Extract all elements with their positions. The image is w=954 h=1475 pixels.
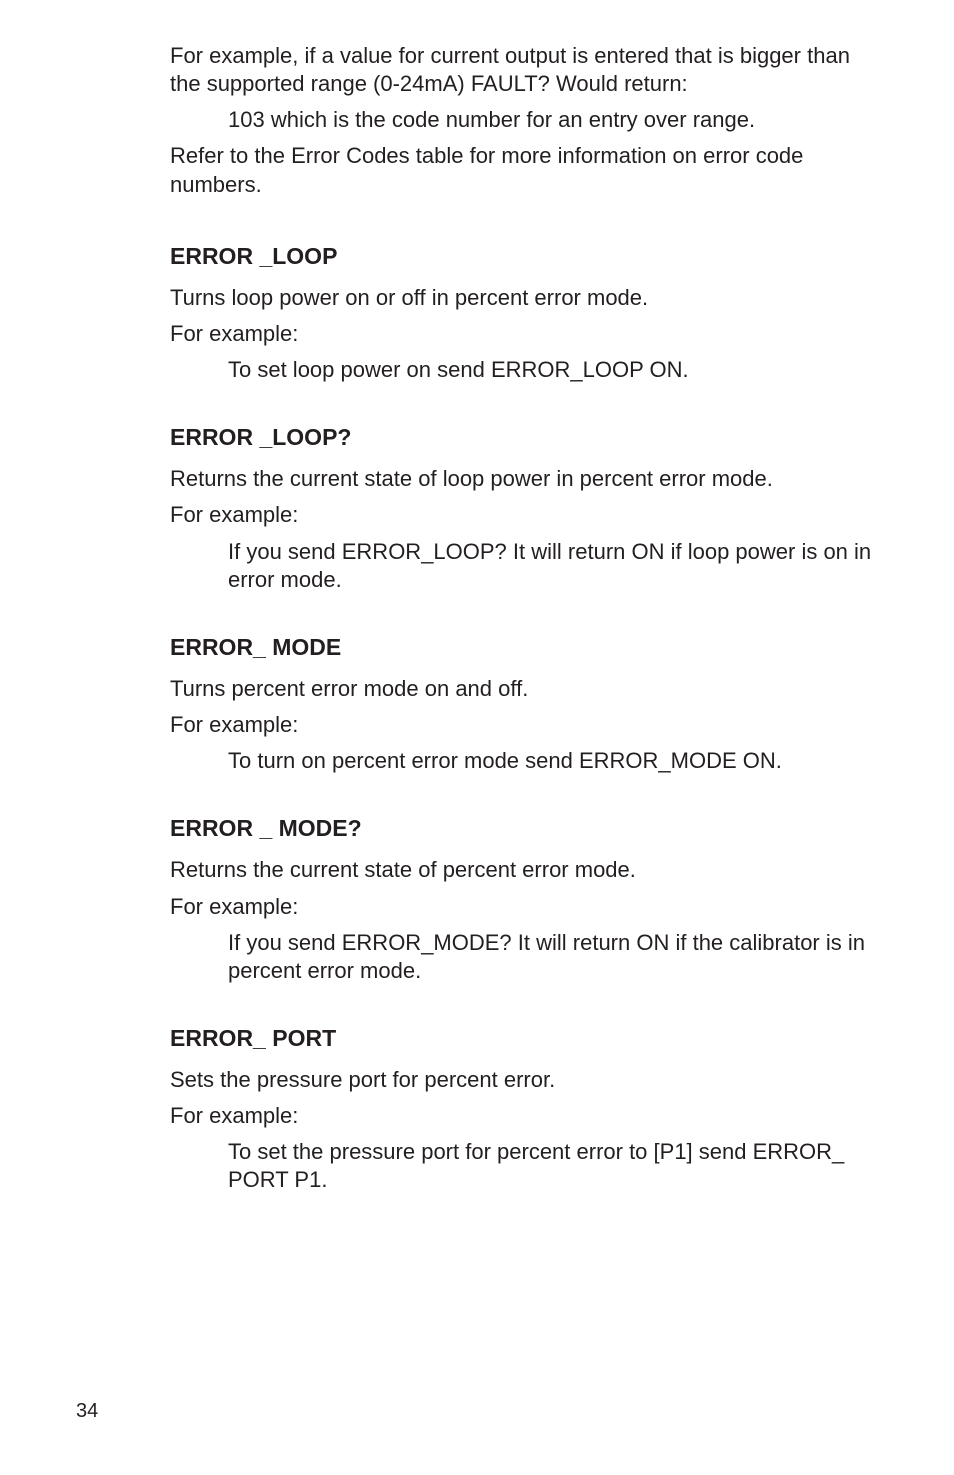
heading-error-mode-q: ERROR _ MODE? [170,815,874,842]
error-loop-example: To set loop power on send ERROR_LOOP ON. [170,356,874,384]
heading-error-mode: ERROR_ MODE [170,634,874,661]
error-loop-q-line-2: For example: [170,501,874,529]
heading-error-loop: ERROR _LOOP [170,243,874,270]
error-mode-line-1: Turns percent error mode on and off. [170,675,874,703]
error-mode-q-line-2: For example: [170,893,874,921]
error-loop-line-2: For example: [170,320,874,348]
heading-error-port: ERROR_ PORT [170,1025,874,1052]
error-mode-line-2: For example: [170,711,874,739]
error-loop-line-1: Turns loop power on or off in percent er… [170,284,874,312]
intro-paragraph-1: For example, if a value for current outp… [170,42,874,98]
error-mode-example: To turn on percent error mode send ERROR… [170,747,874,775]
page-number: 34 [76,1400,98,1423]
page-content: For example, if a value for current outp… [0,0,954,1195]
error-port-line-1: Sets the pressure port for percent error… [170,1066,874,1094]
error-mode-q-line-1: Returns the current state of percent err… [170,856,874,884]
intro-paragraph-2: Refer to the Error Codes table for more … [170,142,874,198]
error-port-example: To set the pressure port for percent err… [170,1138,874,1194]
error-loop-q-example: If you send ERROR_LOOP? It will return O… [170,538,874,594]
error-port-line-2: For example: [170,1102,874,1130]
error-loop-q-line-1: Returns the current state of loop power … [170,465,874,493]
heading-error-loop-q: ERROR _LOOP? [170,424,874,451]
intro-indent: 103 which is the code number for an entr… [170,106,874,134]
error-mode-q-example: If you send ERROR_MODE? It will return O… [170,929,874,985]
